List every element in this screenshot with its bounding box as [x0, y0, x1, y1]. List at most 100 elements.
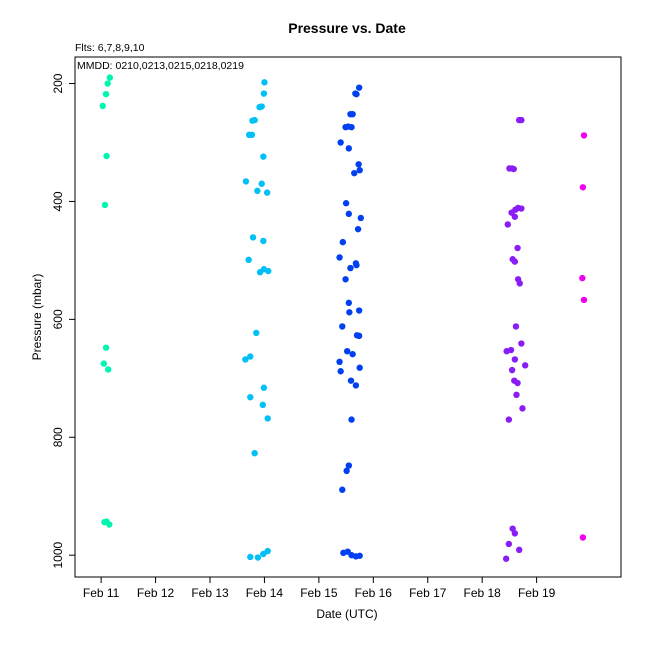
data-points — [99, 74, 588, 562]
x-tick-label: Feb 11 — [83, 586, 120, 600]
data-point — [247, 393, 254, 401]
data-point — [336, 254, 343, 261]
data-point — [516, 280, 523, 287]
data-point — [251, 449, 258, 457]
data-point — [342, 276, 349, 283]
data-point — [343, 467, 350, 475]
data-point — [351, 169, 358, 177]
data-point — [511, 258, 519, 265]
data-point — [521, 362, 529, 369]
x-tick-label: Feb 17 — [409, 586, 447, 600]
data-point — [354, 225, 362, 233]
data-point — [260, 90, 268, 97]
data-point — [264, 415, 271, 422]
data-point — [514, 244, 521, 252]
data-point — [264, 547, 271, 555]
data-point — [353, 90, 360, 98]
data-point — [339, 238, 347, 246]
data-point — [516, 546, 523, 554]
series-0210 — [99, 74, 114, 528]
data-point — [245, 256, 252, 264]
data-point — [256, 103, 263, 111]
data-point — [519, 405, 526, 412]
data-point — [260, 384, 268, 391]
data-point — [104, 80, 111, 87]
plot-frame — [74, 56, 622, 578]
data-point — [242, 356, 249, 363]
data-point — [343, 347, 351, 355]
data-point — [514, 379, 521, 387]
series-0218 — [502, 116, 529, 562]
chart-annotation: MMDD: 0210,0213,0215,0218,0219 — [77, 60, 244, 72]
data-point — [355, 307, 363, 314]
data-point — [248, 131, 256, 139]
data-point — [342, 200, 350, 207]
data-point — [102, 344, 110, 351]
series-0213 — [242, 79, 272, 561]
data-point — [254, 554, 262, 561]
x-tick-label: Feb 16 — [355, 586, 393, 600]
data-point — [579, 534, 587, 541]
chart-subtitle: Flts: 6,7,8,9,10 — [75, 42, 145, 54]
data-point — [511, 213, 519, 220]
data-point — [345, 462, 353, 469]
data-point — [348, 123, 355, 131]
data-point — [345, 145, 353, 152]
data-point — [518, 116, 525, 124]
x-tick-label: Feb 19 — [518, 586, 556, 600]
data-point — [260, 153, 267, 160]
data-point — [505, 416, 513, 423]
data-point — [339, 486, 346, 493]
data-point — [336, 358, 343, 366]
x-axis-label: Date (UTC) — [316, 607, 377, 621]
data-point — [511, 356, 519, 363]
data-point — [258, 180, 265, 187]
data-point — [265, 267, 272, 275]
data-point — [504, 221, 511, 228]
y-axis: 200 400 600 800 1000 — [51, 73, 75, 569]
x-tick-label: Feb 12 — [137, 586, 175, 600]
data-point — [345, 299, 353, 307]
data-point — [105, 366, 112, 373]
data-point — [247, 553, 254, 561]
data-point — [579, 184, 587, 191]
data-point — [260, 237, 267, 245]
data-point — [357, 214, 364, 222]
y-axis-label: Pressure (mbar) — [30, 274, 44, 361]
data-point — [103, 152, 110, 160]
data-point — [101, 201, 109, 209]
data-point — [337, 368, 344, 375]
data-point — [355, 332, 363, 340]
data-point — [339, 323, 346, 330]
x-tick-label: Feb 14 — [246, 586, 284, 600]
data-point — [99, 102, 106, 110]
data-point — [353, 261, 360, 269]
data-point — [580, 296, 588, 304]
data-point — [249, 117, 256, 124]
data-point — [513, 391, 520, 399]
data-point — [511, 530, 519, 537]
data-point — [508, 366, 516, 374]
data-point — [356, 364, 363, 371]
data-point — [106, 521, 113, 528]
data-point — [337, 139, 344, 146]
data-point — [352, 382, 360, 389]
data-point — [349, 110, 356, 118]
data-point — [355, 161, 362, 168]
x-tick-label: Feb 18 — [464, 586, 502, 600]
x-axis: Feb 11 Feb 12 Feb 13 Feb 14 Feb 15 Feb 16 Feb … — [83, 577, 556, 600]
data-point — [102, 90, 110, 98]
data-point — [346, 309, 353, 316]
series-0215 — [336, 84, 364, 560]
x-tick-label: Feb 15 — [300, 586, 338, 600]
data-point — [510, 165, 517, 173]
data-point — [348, 416, 355, 423]
data-point — [106, 74, 114, 81]
y-tick-label: 600 — [51, 309, 65, 329]
x-tick-label: Feb 13 — [191, 586, 229, 600]
data-point — [518, 340, 525, 347]
data-point — [505, 540, 513, 548]
data-point — [253, 329, 260, 337]
y-tick-label: 1000 — [51, 542, 65, 569]
